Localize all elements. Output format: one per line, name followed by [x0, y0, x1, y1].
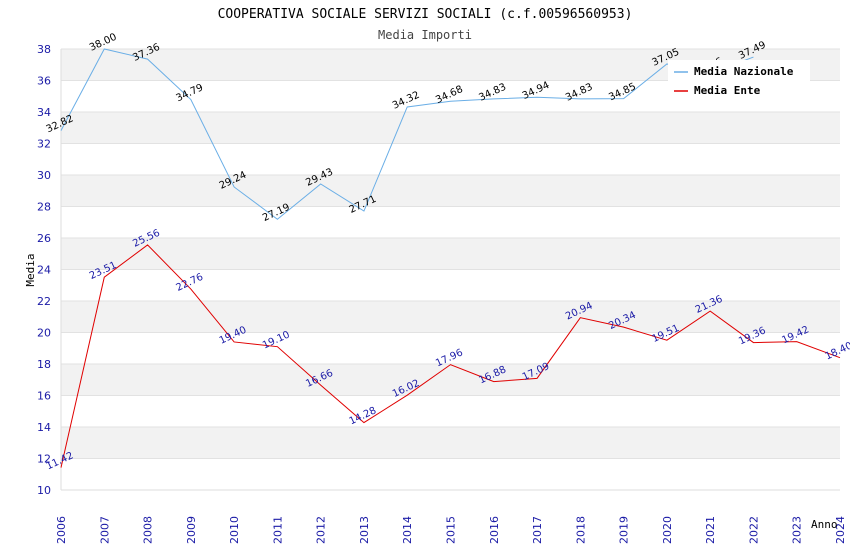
x-tick-label: 2008: [142, 516, 155, 544]
x-tick-label: 2010: [228, 516, 241, 544]
grid-band: [61, 143, 840, 175]
grid-band: [61, 427, 840, 459]
x-tick-label: 2014: [401, 516, 414, 544]
x-tick-label: 2015: [445, 516, 458, 544]
y-tick-label: 32: [37, 138, 51, 151]
y-tick-label: 12: [37, 453, 51, 466]
y-tick-label: 30: [37, 169, 51, 182]
x-tick-label: 2023: [791, 516, 804, 544]
y-tick-label: 22: [37, 295, 51, 308]
y-tick-label: 26: [37, 232, 51, 245]
chart-title: COOPERATIVA SOCIALE SERVIZI SOCIALI (c.f…: [218, 7, 633, 22]
legend-label-media-nazionale: Media Nazionale: [694, 65, 794, 78]
y-tick-label: 18: [37, 358, 51, 371]
grid-band: [61, 301, 840, 333]
x-tick-label: 2024: [834, 516, 847, 544]
x-tick-label: 2021: [704, 516, 717, 544]
y-tick-label: 38: [37, 43, 51, 56]
legend-label-media-ente: Media Ente: [694, 84, 761, 97]
series-lines: [60, 48, 841, 468]
y-axis-ticks: 10 12 14 16 18 20 22 24 26 28 30 32 34 36 38: [37, 43, 51, 497]
x-axis-ticks: 2006 2007 2008 2009 2010 2011 2012 2013 2014 2015…: [55, 516, 847, 544]
x-axis-label: Anno: [811, 518, 838, 531]
y-tick-label: 14: [37, 421, 51, 434]
x-tick-label: 2022: [747, 516, 760, 544]
legend-box: [668, 60, 810, 102]
gridlines: [60, 48, 840, 491]
x-tick-label: 2017: [531, 516, 544, 544]
x-tick-label: 2012: [315, 516, 328, 544]
y-tick-label: 24: [37, 264, 51, 277]
x-tick-label: 2019: [618, 516, 631, 544]
grid-band: [61, 175, 840, 207]
y-tick-label: 36: [37, 75, 51, 88]
x-tick-label: 2009: [185, 516, 198, 544]
x-tick-label: 2020: [661, 516, 674, 544]
background-bands: [61, 49, 840, 490]
grid-band: [61, 112, 840, 144]
y-tick-label: 34: [37, 106, 51, 119]
y-axis-label: Media: [24, 253, 37, 286]
y-tick-label: 16: [37, 390, 51, 403]
grid-band: [61, 458, 840, 490]
x-tick-label: 2013: [358, 516, 371, 544]
x-tick-label: 2006: [55, 516, 68, 544]
series-line-media-nazionale: [60, 48, 754, 220]
series-line-media-ente: [60, 244, 841, 468]
grid-band: [61, 395, 840, 427]
grid-band: [61, 269, 840, 301]
x-tick-label: 2018: [574, 516, 587, 544]
x-tick-label: 2007: [98, 516, 111, 544]
x-tick-label: 2011: [271, 516, 284, 544]
grid-band: [61, 332, 840, 364]
legend: Media Nazionale Media Ente: [668, 60, 810, 102]
chart-subtitle: Media Importi: [378, 28, 472, 42]
grid-band: [61, 364, 840, 396]
y-tick-label: 10: [37, 484, 51, 497]
x-tick-label: 2016: [488, 516, 501, 544]
grid-band: [61, 238, 840, 270]
y-tick-label: 28: [37, 201, 51, 214]
grid-band: [61, 206, 840, 238]
y-tick-label: 20: [37, 327, 51, 340]
